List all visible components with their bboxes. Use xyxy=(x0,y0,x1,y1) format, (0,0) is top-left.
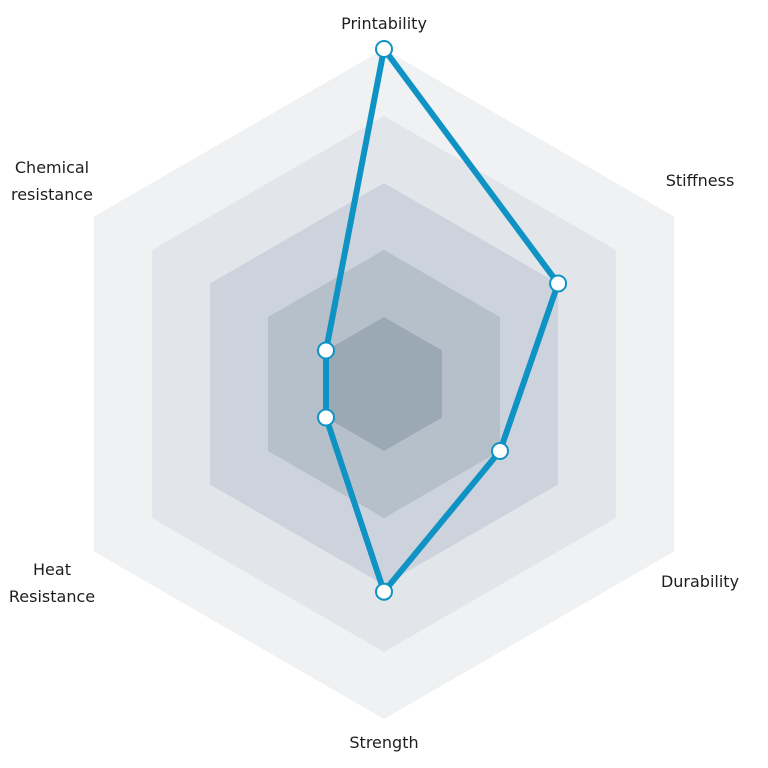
axis-label-chemical-resistance: Chemical resistance xyxy=(11,158,93,204)
data-point-chemical-resistance xyxy=(317,341,335,360)
radar-series xyxy=(317,40,568,601)
radar-ring-1 xyxy=(326,317,442,451)
axis-label-strength: Strength xyxy=(349,733,418,752)
axis-label-printability: Printability xyxy=(341,14,427,33)
data-point-strength xyxy=(375,582,393,601)
data-point-printability xyxy=(375,40,393,58)
axis-labels: Printability Stiffness Durability Strength H… xyxy=(9,14,739,752)
axis-label-stiffness: Stiffness xyxy=(666,171,735,190)
axis-label-heat-resistance: Heat Resistance xyxy=(9,560,95,606)
radar-rings xyxy=(93,49,675,719)
axis-label-durability: Durability xyxy=(661,572,739,591)
data-point-stiffness xyxy=(549,274,568,293)
data-point-heat-resistance xyxy=(317,408,335,427)
data-point-durability xyxy=(491,442,509,460)
